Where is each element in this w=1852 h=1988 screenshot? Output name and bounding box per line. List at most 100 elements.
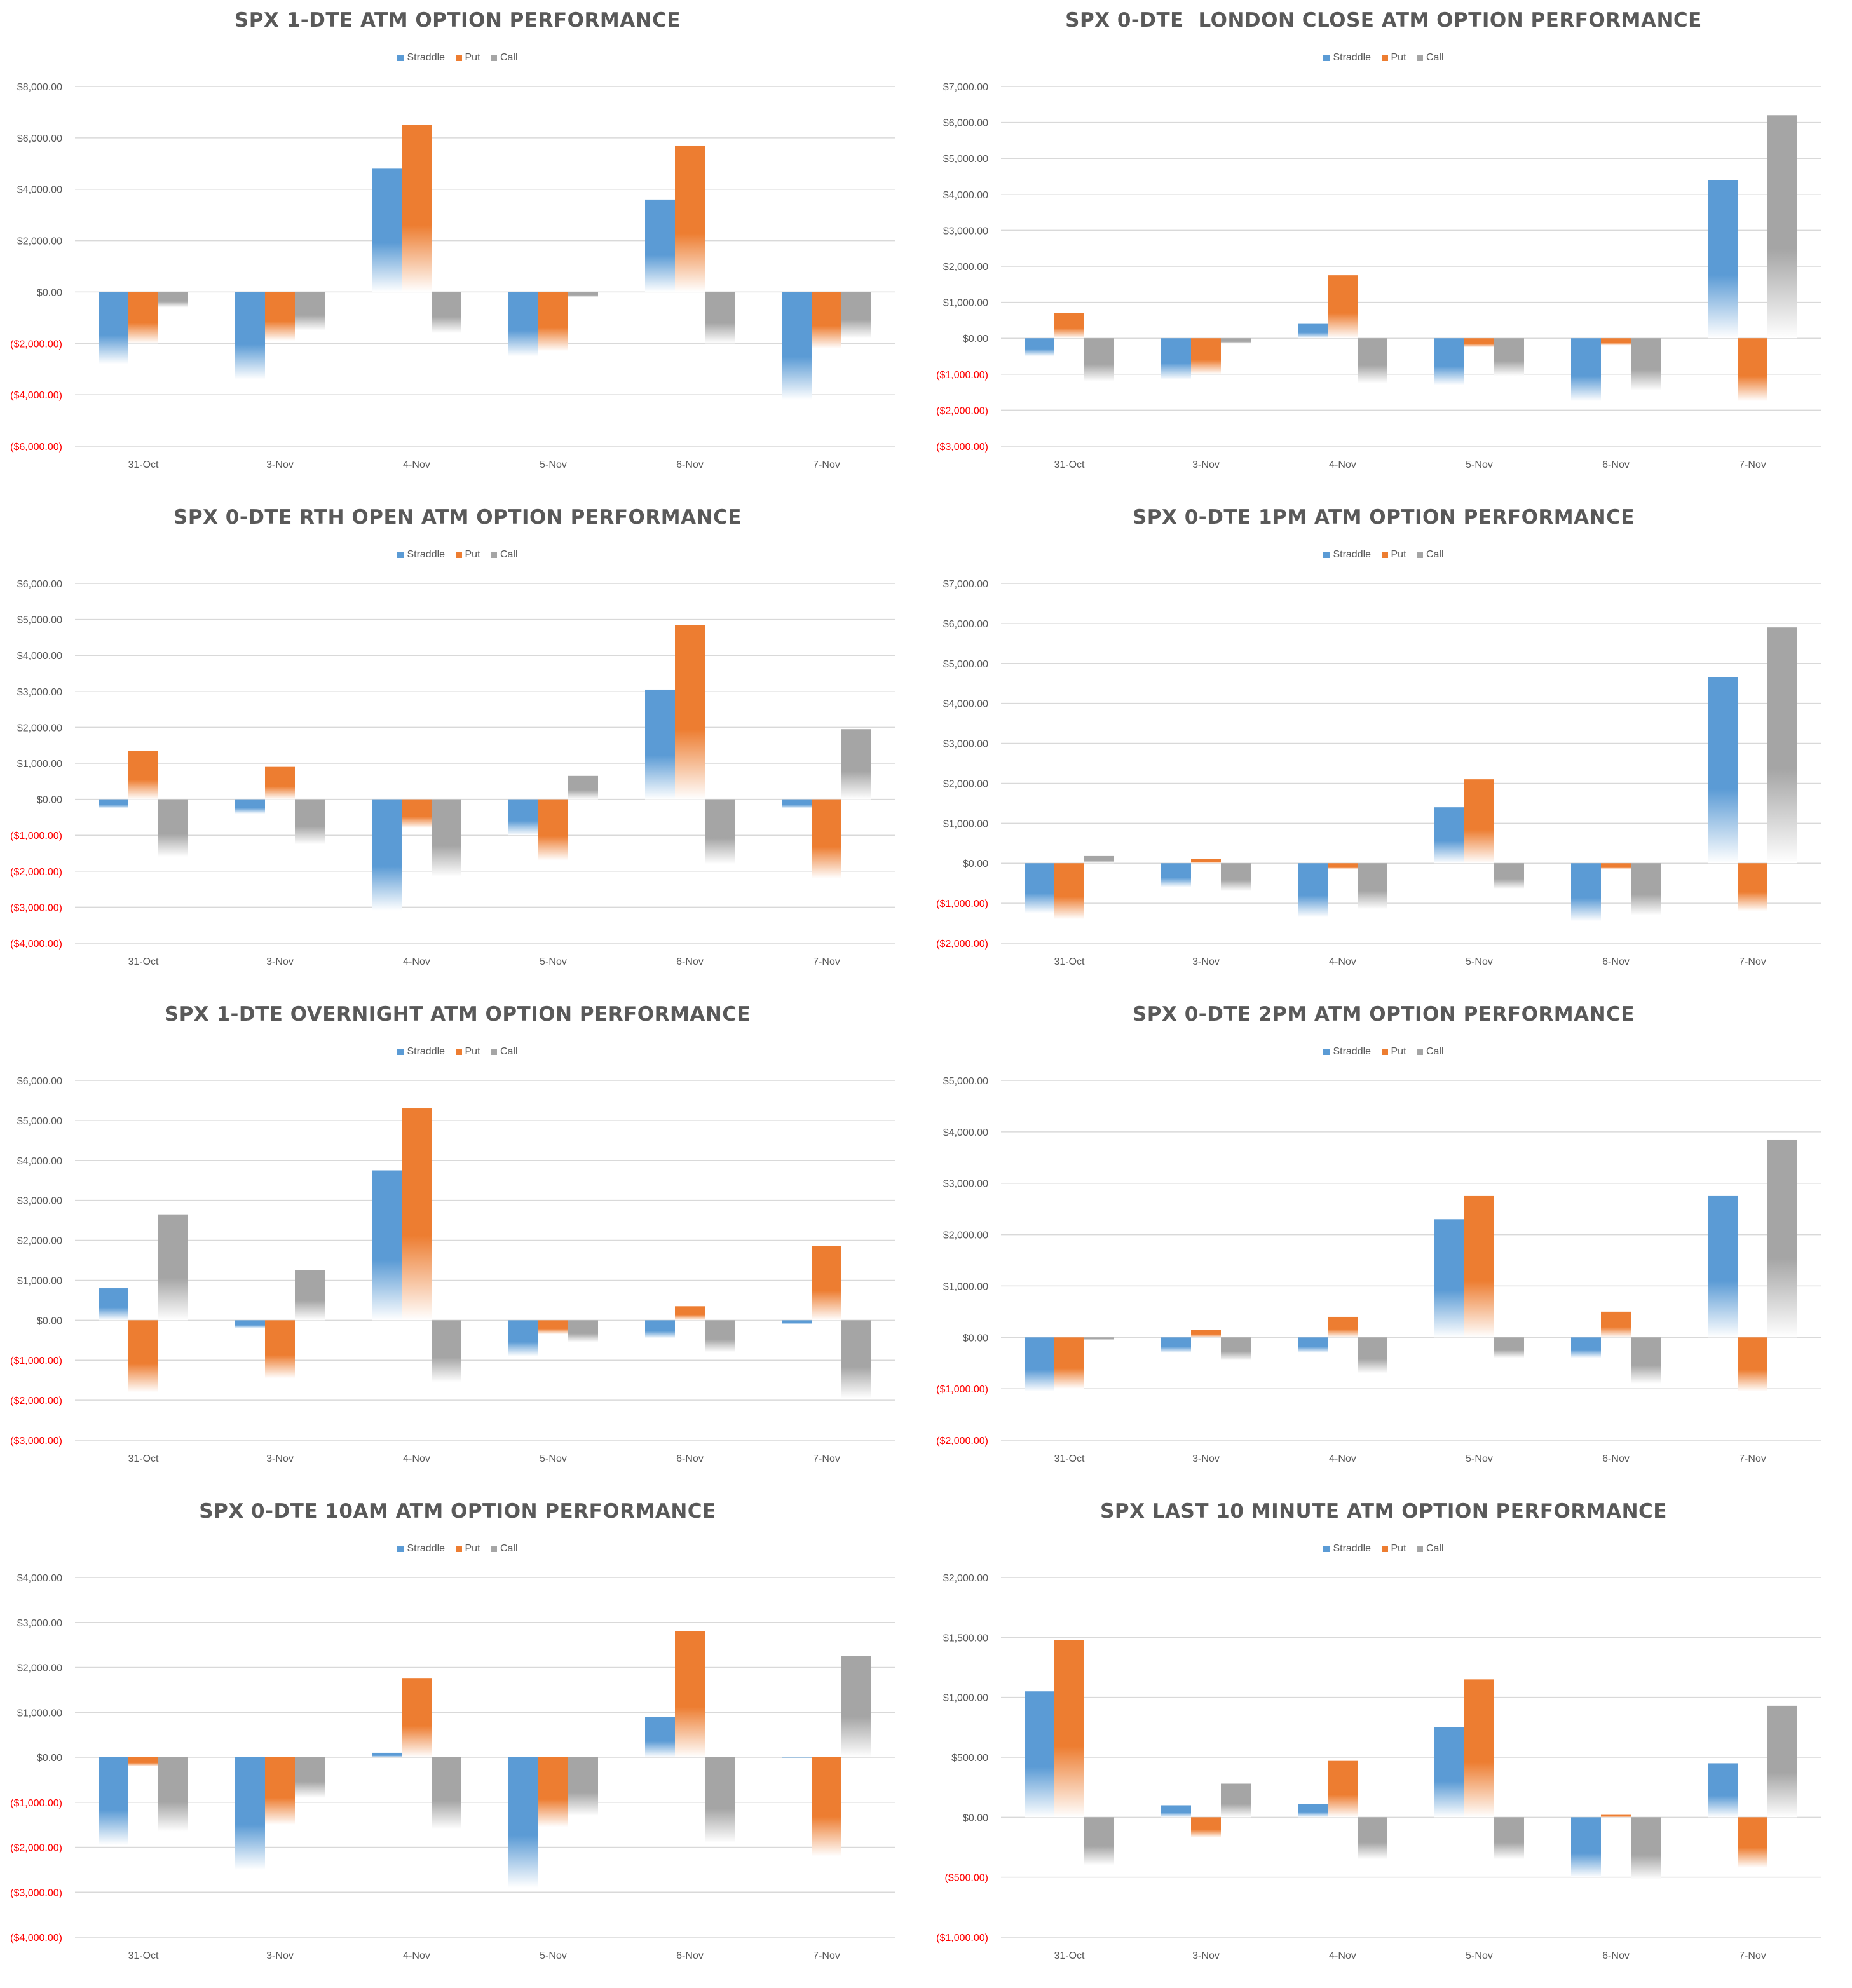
legend-label-straddle: Straddle <box>407 1046 446 1057</box>
x-tick-label: 5-Nov <box>540 460 567 470</box>
chart-legend: Straddle Put Call <box>926 549 1841 561</box>
legend-label-call: Call <box>1426 52 1444 63</box>
bar-straddle-31-oct <box>1025 1337 1054 1392</box>
bar-put-6-nov <box>1601 1814 1631 1818</box>
bar-straddle-6-nov <box>645 199 675 292</box>
bar-put-4-nov <box>402 1678 432 1757</box>
bar-put-5-nov <box>538 292 568 351</box>
y-tick-label: $3,000.00 <box>17 1196 62 1207</box>
legend-label-straddle: Straddle <box>1333 549 1372 560</box>
y-tick-label: $6,000.00 <box>17 1076 62 1087</box>
legend-label-call: Call <box>500 52 518 63</box>
bar-straddle-6-nov <box>1571 863 1601 922</box>
y-tick-label: ($2,000.00) <box>936 1436 988 1447</box>
chart-plot: $7,000.00 $6,000.00 $5,000.00 $4,000.00 $3,0… <box>936 82 1821 470</box>
x-tick-label: 3-Nov <box>266 1951 294 1961</box>
y-tick-label: ($3,000.00) <box>10 1888 62 1898</box>
bar-straddle-6-nov <box>645 1717 675 1757</box>
y-tick-label: ($1,000.00) <box>936 1933 988 1944</box>
y-tick-label: $0.00 <box>37 795 62 806</box>
legend-item-straddle: Straddle <box>397 1543 445 1555</box>
chart-spx-0dte-10am: SPX 0-DTE 10AM ATM OPTION PERFORMANCE St… <box>0 1491 926 1988</box>
chart-title: SPX 0-DTE 2PM ATM OPTION PERFORMANCE <box>1132 1003 1635 1026</box>
bar-put-6-nov <box>675 1306 705 1321</box>
x-tick-label: 4-Nov <box>403 1454 430 1464</box>
bar-straddle-4-nov <box>372 799 402 911</box>
bar-straddle-4-nov <box>1298 1337 1328 1353</box>
y-tick-label: ($1,000.00) <box>936 899 988 909</box>
bar-straddle-3-nov <box>235 1320 265 1328</box>
legend-item-call: Call <box>1416 1046 1444 1058</box>
bar-put-6-nov <box>675 1631 705 1757</box>
x-tick-label: 6-Nov <box>1602 1454 1630 1464</box>
legend-swatch-call <box>490 1546 497 1552</box>
bar-call-5-nov <box>568 1320 598 1342</box>
chart-title: SPX 1-DTE OVERNIGHT ATM OPTION PERFORMAN… <box>164 1003 751 1026</box>
x-tick-label: 7-Nov <box>1739 957 1766 967</box>
legend-label-call: Call <box>500 1543 518 1554</box>
y-tick-label: ($2,000.00) <box>10 339 62 350</box>
bar-put-5-nov <box>1464 338 1494 348</box>
legend-item-straddle: Straddle <box>397 549 445 561</box>
x-tick-label: 7-Nov <box>1739 1951 1766 1961</box>
legend-item-call: Call <box>490 1046 518 1058</box>
legend-item-straddle: Straddle <box>397 1046 445 1058</box>
bar-call-5-nov <box>1494 1337 1524 1358</box>
chart-plot: $6,000.00 $5,000.00 $4,000.00 $3,000.00 $2,0… <box>10 579 895 967</box>
bar-put-7-nov <box>812 1757 841 1856</box>
y-tick-label: ($2,000.00) <box>936 405 988 416</box>
bar-call-3-nov <box>295 1757 325 1798</box>
x-tick-label: 4-Nov <box>1329 1454 1356 1464</box>
legend-item-call: Call <box>490 52 518 64</box>
bar-straddle-7-nov <box>1708 1195 1738 1338</box>
y-tick-label: $2,000.00 <box>17 1236 62 1247</box>
bar-call-31-oct <box>158 799 188 857</box>
legend-label-straddle: Straddle <box>1333 1046 1372 1057</box>
bar-straddle-4-nov <box>1298 323 1328 339</box>
bar-put-7-nov <box>1738 1337 1767 1392</box>
bar-straddle-3-nov <box>235 292 265 379</box>
bar-put-31-oct <box>128 1320 158 1392</box>
x-tick-label: 4-Nov <box>1329 957 1356 967</box>
bar-call-7-nov <box>841 292 871 339</box>
chart-plot: $8,000.00 $6,000.00 $4,000.00 $2,000.00 $0.0… <box>10 82 895 470</box>
legend-swatch-call <box>1416 1546 1423 1552</box>
legend-item-put: Put <box>1381 549 1406 561</box>
bar-call-7-nov <box>841 1320 871 1398</box>
legend-swatch-straddle <box>397 1546 404 1552</box>
bar-straddle-5-nov <box>508 292 538 357</box>
x-tick-label: 6-Nov <box>1602 957 1630 967</box>
bar-straddle-31-oct <box>1025 1691 1054 1818</box>
legend-swatch-call <box>1416 55 1423 61</box>
chart-title: SPX 0-DTE 10AM ATM OPTION PERFORMANCE <box>199 1500 716 1523</box>
legend-item-straddle: Straddle <box>1323 1046 1371 1058</box>
bar-call-4-nov <box>432 292 461 334</box>
y-tick-label: ($6,000.00) <box>10 442 62 453</box>
y-tick-label: $0.00 <box>963 1813 988 1823</box>
bar-put-4-nov <box>402 1108 432 1321</box>
y-tick-label: $1,000.00 <box>17 1708 62 1719</box>
bar-call-31-oct <box>158 1757 188 1832</box>
bar-straddle-31-oct <box>99 292 128 364</box>
x-tick-label: 3-Nov <box>266 460 294 470</box>
legend-item-put: Put <box>455 1543 480 1555</box>
bar-call-3-nov <box>295 799 325 845</box>
bar-call-31-oct <box>158 292 188 308</box>
x-tick-label: 3-Nov <box>266 957 294 967</box>
y-tick-label: ($1,000.00) <box>936 1384 988 1395</box>
x-tick-label: 5-Nov <box>540 957 567 967</box>
bar-call-7-nov <box>841 1656 871 1757</box>
x-tick-label: 6-Nov <box>1602 460 1630 470</box>
chart-spx-0dte-london-close: SPX 0-DTE LONDON CLOSE ATM OPTION PERFOR… <box>926 0 1852 497</box>
bar-put-5-nov <box>1464 1679 1494 1818</box>
legend-label-put: Put <box>465 549 480 560</box>
legend-label-put: Put <box>465 52 480 63</box>
y-tick-label: ($3,000.00) <box>10 1436 62 1447</box>
legend-label-put: Put <box>465 1543 480 1554</box>
x-tick-label: 7-Nov <box>813 460 840 470</box>
x-tick-label: 3-Nov <box>1192 460 1220 470</box>
legend-swatch-straddle <box>1323 1049 1330 1055</box>
bar-put-7-nov <box>1738 863 1767 911</box>
legend-label-put: Put <box>1391 52 1406 63</box>
bar-straddle-6-nov <box>1571 338 1601 402</box>
